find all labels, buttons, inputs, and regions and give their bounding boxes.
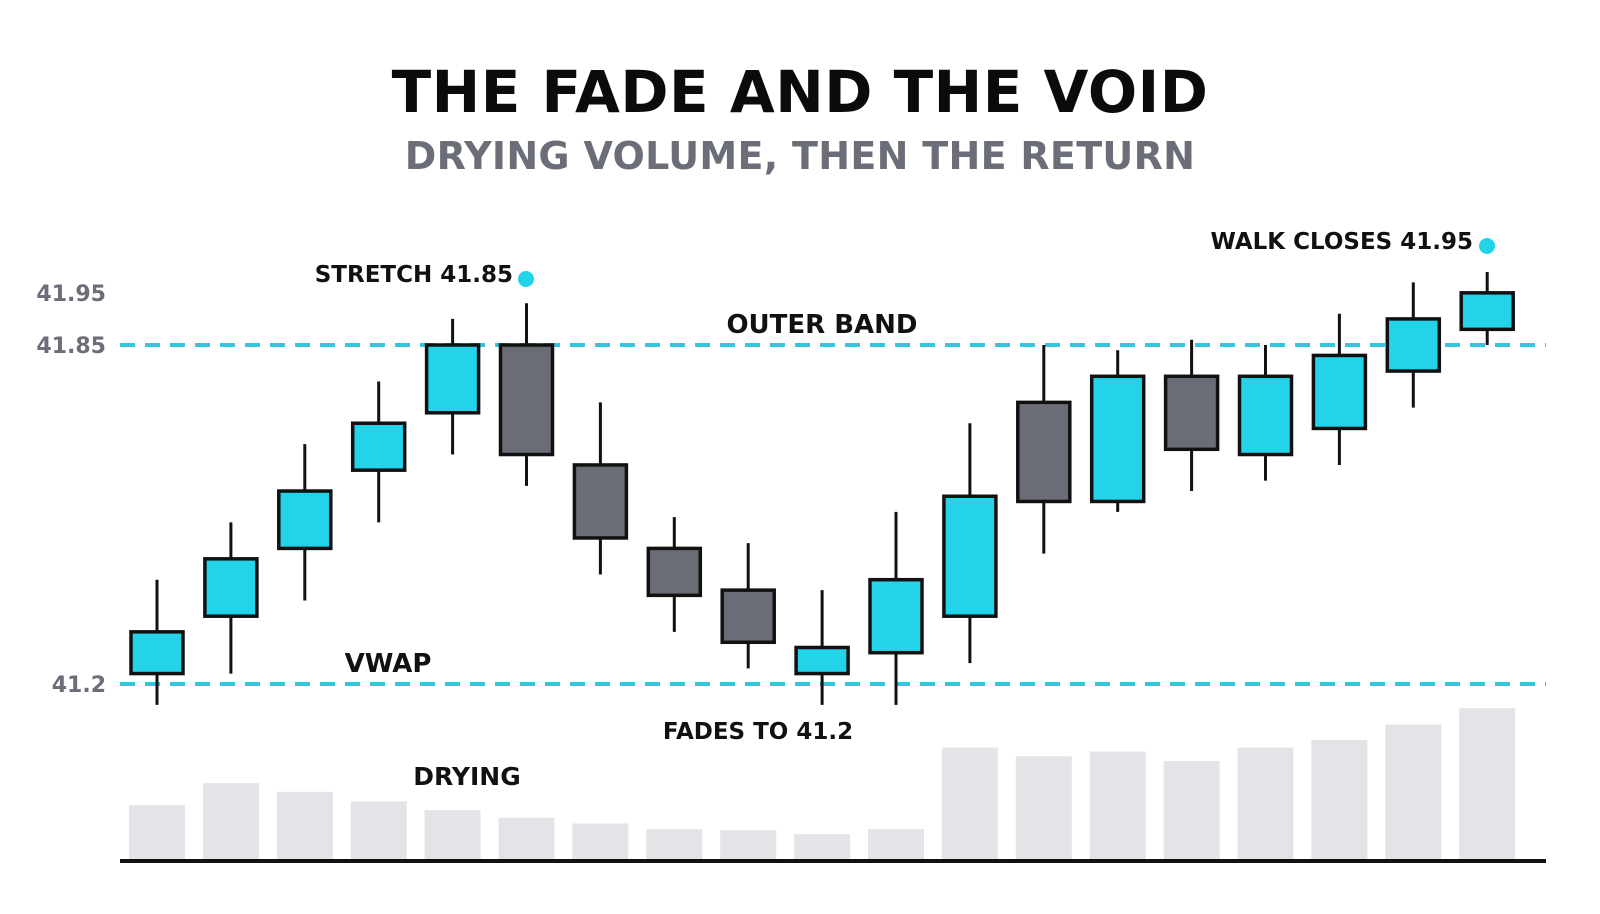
candle-body-1: [203, 557, 259, 618]
candle-8: [720, 543, 776, 669]
candle-13: [1089, 350, 1146, 512]
candle-body-3: [350, 421, 407, 472]
volume-bar-8: [720, 830, 777, 859]
candle-15: [1237, 345, 1294, 481]
volume-bar-13: [1089, 751, 1146, 859]
volume-bar-1: [202, 783, 259, 859]
annotation-drying: DRYING: [413, 762, 520, 791]
volume-bar-6: [572, 823, 629, 859]
candle-14: [1163, 339, 1220, 492]
stretch-marker-dot: [518, 271, 534, 287]
candle-body-12: [1016, 400, 1072, 504]
candle-17: [1385, 282, 1442, 408]
candle-body-14: [1163, 374, 1220, 452]
volume-bar-5: [498, 817, 555, 859]
candle-body-11: [942, 494, 998, 618]
candle-4: [424, 318, 481, 455]
volume-bar-4: [424, 810, 481, 859]
candle-body-6: [572, 463, 629, 540]
y-axis-ticks: 41.95 41.85 41.2: [36, 282, 106, 698]
chart-title: THE FADE AND THE VOID: [391, 58, 1209, 126]
walk-closes-marker-dot: [1479, 238, 1495, 254]
candle-10: [868, 511, 924, 705]
candle-body-15: [1237, 374, 1294, 457]
candle-body-5: [498, 343, 555, 457]
candle-18: [1459, 271, 1515, 345]
volume-bar-11: [941, 747, 998, 859]
candle-6: [572, 402, 629, 575]
volume-bar-17: [1385, 724, 1442, 859]
volume-bar-18: [1459, 708, 1516, 859]
candle-5: [498, 303, 555, 486]
annotation-outer-band: OUTER BAND: [726, 310, 917, 340]
annotations: STRETCH 41.85 WALK CLOSES 41.95 OUTER BA…: [315, 229, 1495, 791]
candle-12: [1016, 345, 1072, 554]
volume-bar-9: [794, 834, 851, 859]
candle-1: [203, 522, 259, 674]
candle-9: [794, 590, 850, 705]
volume-bar-10: [868, 829, 924, 859]
volume-bars: [129, 708, 1516, 859]
volume-bar-2: [276, 791, 333, 859]
candle-2: [277, 444, 333, 601]
candle-body-7: [646, 546, 703, 598]
candle-body-18: [1459, 291, 1515, 332]
candle-body-13: [1089, 374, 1146, 504]
chart-subtitle: DRYING VOLUME, THEN THE RETURN: [404, 134, 1196, 178]
volume-bar-7: [646, 829, 703, 859]
volume-bar-16: [1311, 739, 1368, 859]
candle-body-4: [424, 343, 481, 415]
candle-body-8: [720, 588, 776, 645]
candle-11: [942, 423, 998, 664]
volume-bar-12: [1015, 756, 1072, 859]
candle-7: [646, 517, 703, 632]
volume-bar-3: [350, 801, 407, 859]
y-tick-label-1: 41.85: [36, 334, 106, 359]
candle-body-9: [794, 645, 850, 676]
candle-body-10: [868, 577, 924, 655]
candle-body-17: [1385, 317, 1442, 373]
annotation-stretch: STRETCH 41.85: [315, 262, 513, 288]
annotation-vwap: VWAP: [345, 649, 432, 679]
candle-body-0: [129, 630, 185, 676]
candles: [129, 271, 1515, 705]
candle-body-16: [1311, 353, 1368, 431]
candle-3: [350, 381, 407, 523]
annotation-fades-to: FADES TO 41.2: [663, 719, 853, 745]
y-tick-label-0: 41.95: [36, 282, 106, 307]
y-tick-label-2: 41.2: [52, 673, 106, 698]
volume-bar-15: [1237, 747, 1294, 859]
candle-0: [129, 579, 185, 705]
candle-body-2: [277, 489, 333, 551]
volume-bar-0: [129, 805, 185, 859]
annotation-walk-closes: WALK CLOSES 41.95: [1211, 229, 1474, 255]
reference-lines: [120, 343, 1546, 686]
candle-16: [1311, 313, 1368, 465]
volume-bar-14: [1163, 761, 1220, 859]
